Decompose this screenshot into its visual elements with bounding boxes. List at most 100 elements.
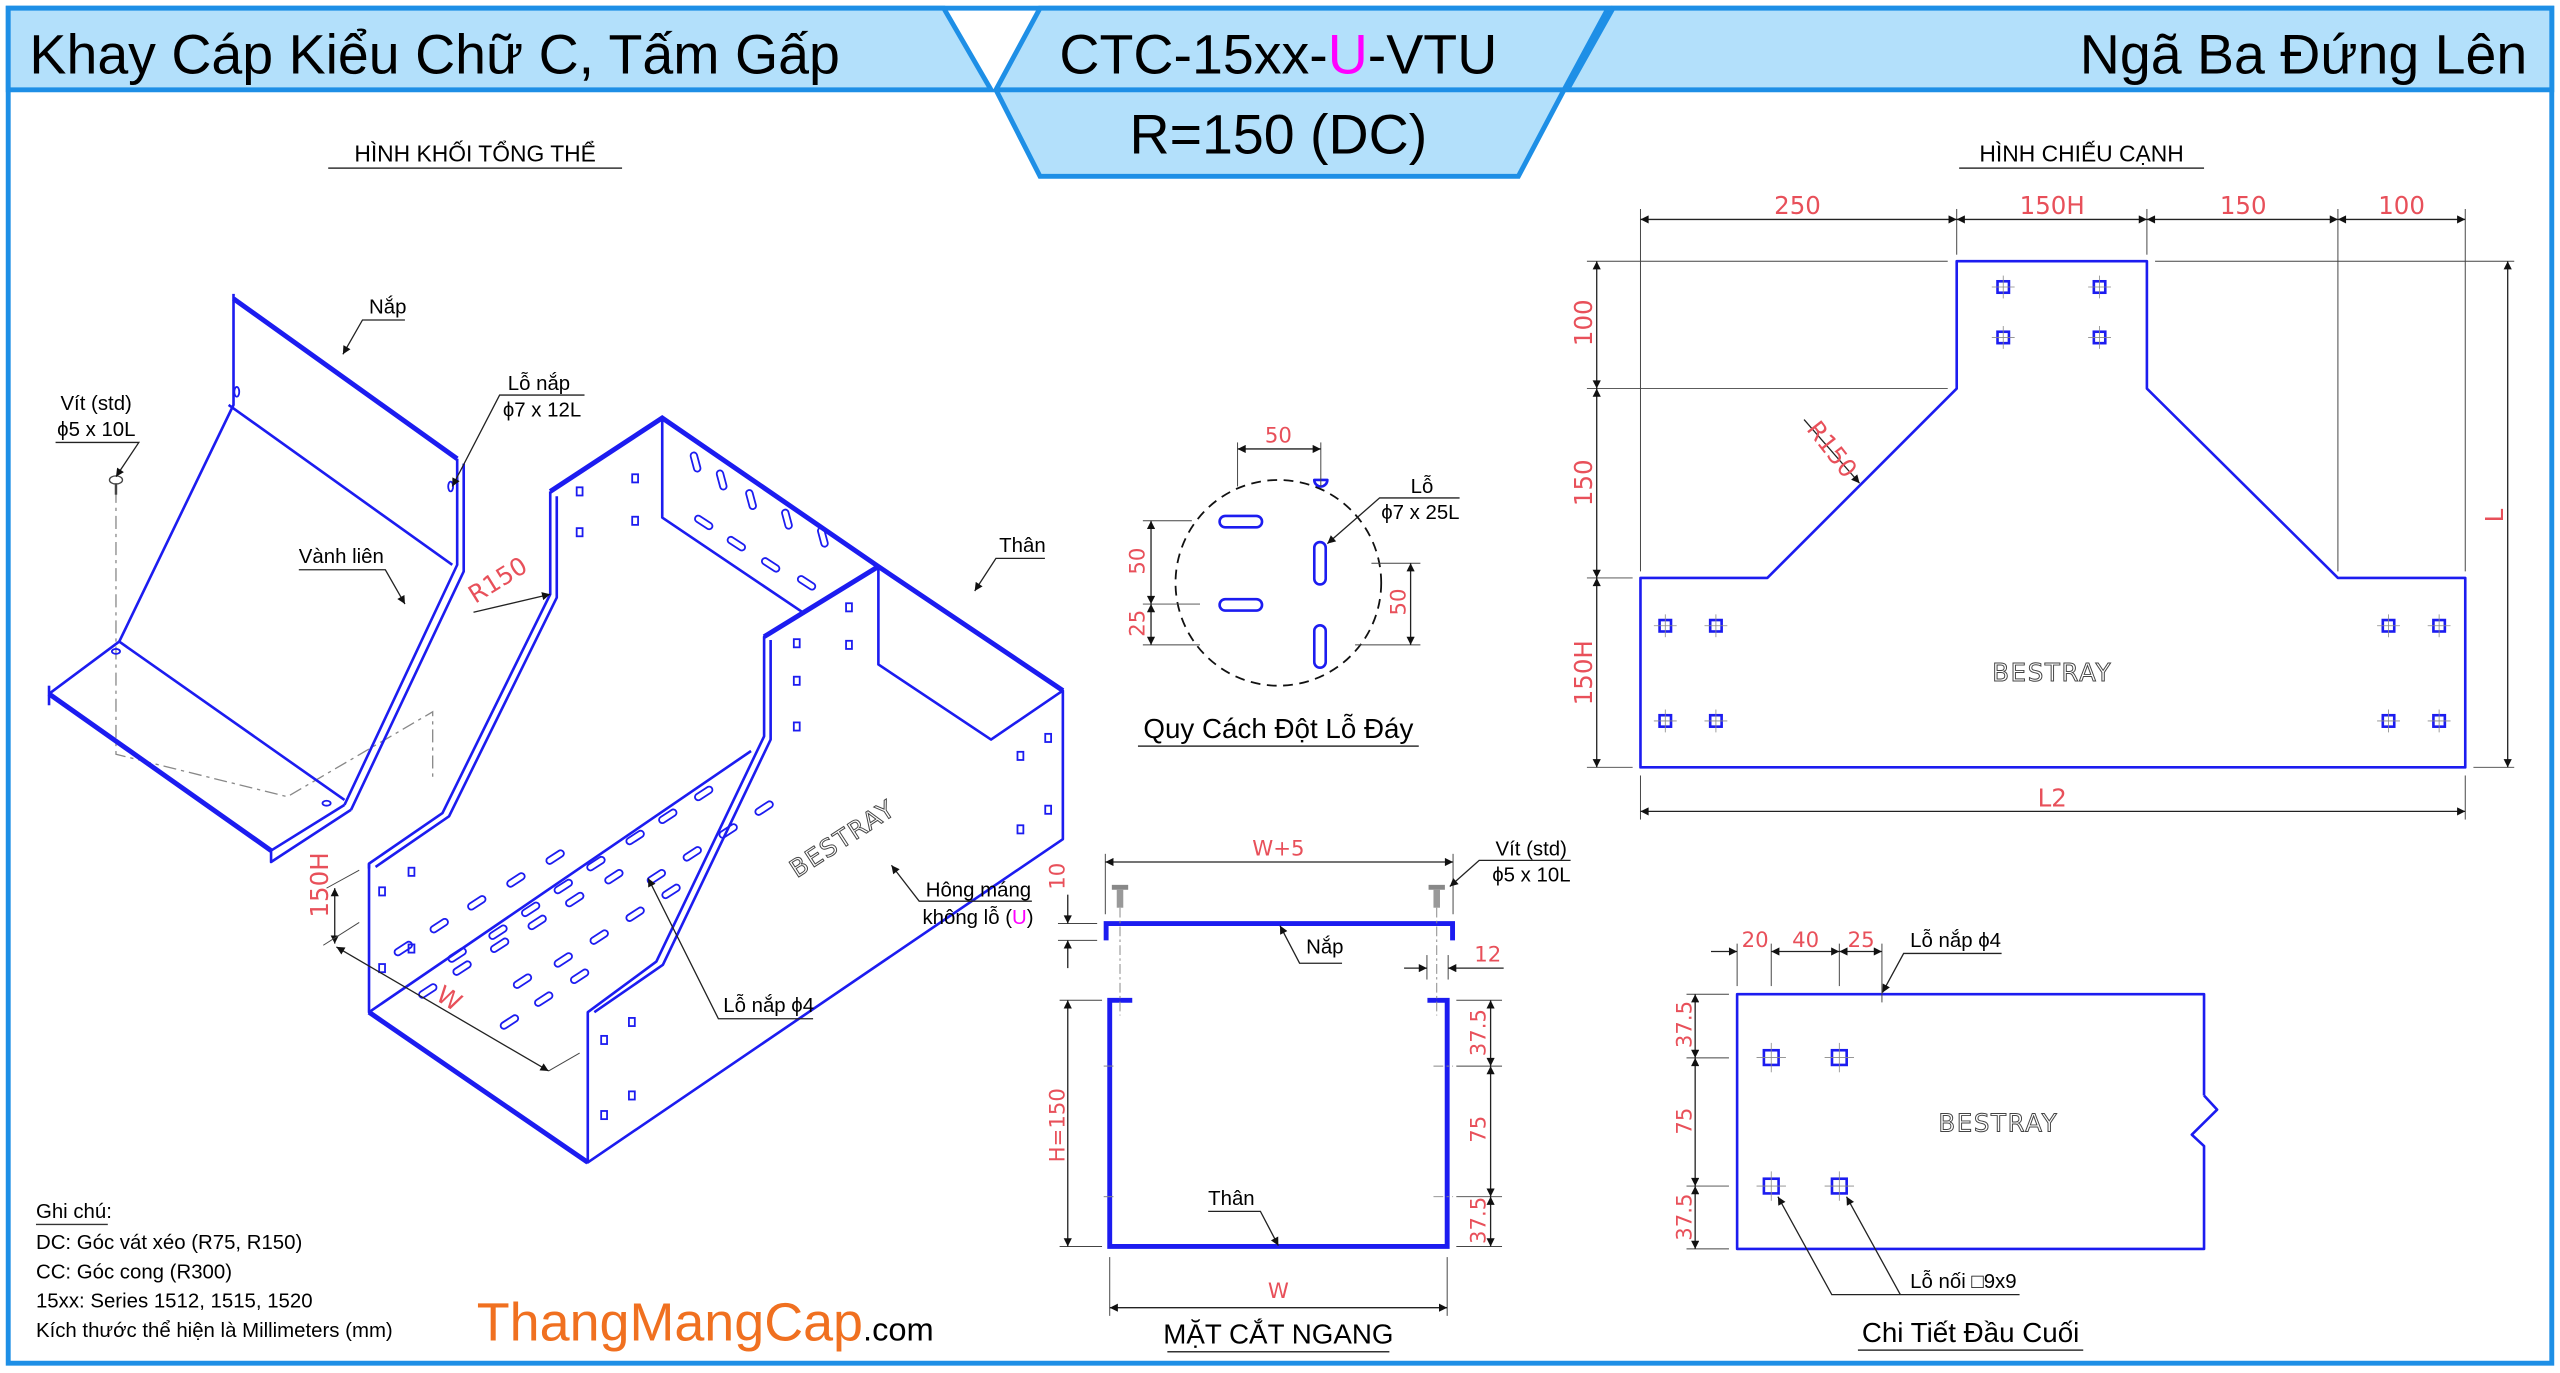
joint-hole bbox=[407, 866, 416, 877]
label-vit-1: Vít (std) bbox=[60, 393, 131, 415]
slot-hole bbox=[625, 906, 645, 922]
detail-circle bbox=[1174, 479, 1383, 687]
side-view: HÌNH CHIẾU CẠNH BESTRAY 250 150H 150 100… bbox=[1569, 141, 2515, 820]
slot-hole bbox=[715, 469, 728, 491]
dim-end-37-5-top: 37.5 bbox=[1672, 1001, 1697, 1048]
isometric-title: HÌNH KHỐI TỔNG THỂ bbox=[354, 141, 596, 167]
hole-pattern-view: 50 50 25 50 Lỗ ϕ7 x 25L Quy Cách Đột Lỗ … bbox=[1125, 423, 1460, 747]
slot-hole bbox=[817, 526, 829, 548]
label-vit-2: ϕ5 x 10L bbox=[57, 419, 135, 441]
title-left: Khay Cáp Kiểu Chữ C, Tấm Gấp bbox=[29, 23, 839, 85]
dim-h-150: H=150 bbox=[1045, 1088, 1070, 1162]
sheet-frame bbox=[5, 5, 2555, 1366]
slot-hole bbox=[569, 968, 590, 985]
side-view-title: HÌNH CHIẾU CẠNH bbox=[1979, 141, 2183, 167]
title-right: Ngã Ba Đứng Lên bbox=[2080, 23, 2528, 85]
dim-150-left: 150 bbox=[1569, 459, 1598, 506]
hole-pattern-title: Quy Cách Đột Lỗ Đáy bbox=[1143, 713, 1413, 744]
joint-hole bbox=[575, 486, 584, 497]
cover-part bbox=[47, 293, 466, 864]
end-detail-view: BESTRAY 20 40 25 37.5 75 37.5 Lỗ nắp ϕ4 … bbox=[1672, 928, 2219, 1351]
slot-hole bbox=[661, 883, 681, 900]
slot-hole bbox=[754, 800, 774, 816]
title-block: Khay Cáp Kiểu Chữ C, Tấm Gấp CTC-15xx-U-… bbox=[5, 5, 2555, 179]
slot-hole bbox=[796, 575, 817, 591]
slot-hole bbox=[429, 917, 449, 934]
subtitle-radius: R=150 (DC) bbox=[1130, 103, 1428, 165]
dim-100-left: 100 bbox=[1569, 299, 1598, 346]
end-detail-title: Chi Tiết Đầu Cuối bbox=[1862, 1317, 2079, 1348]
slot-hole bbox=[393, 940, 413, 957]
slot-hole bbox=[781, 508, 793, 530]
dim-20: 20 bbox=[1742, 928, 1769, 953]
dim-r150-side: R150 bbox=[1801, 415, 1863, 483]
dim-right-50: 50 bbox=[1387, 588, 1412, 615]
slot-hole bbox=[694, 785, 714, 802]
joint-hole bbox=[378, 886, 386, 897]
dim-end-75: 75 bbox=[1672, 1108, 1697, 1135]
slot-hole bbox=[589, 929, 609, 945]
brand-logo: ThangMangCap.com bbox=[477, 1292, 934, 1352]
slot-hole bbox=[534, 991, 554, 1007]
slot-hole bbox=[565, 891, 585, 908]
end-logo: BESTRAY bbox=[1938, 1108, 2058, 1137]
notes-block: Ghi chú: DC: Góc vát xéo (R75, R150) CC:… bbox=[36, 1201, 393, 1342]
header-right-band bbox=[1563, 5, 2555, 93]
label-vanh-lien: Vành liên bbox=[299, 546, 384, 568]
screw-left-icon bbox=[1111, 884, 1129, 908]
note-line: CC: Góc cong (R300) bbox=[36, 1261, 232, 1283]
label-nap: Nắp bbox=[369, 295, 406, 318]
cross-section-view: W+5 10 12 H=150 37.5 75 37.5 W Nắp Thân … bbox=[1045, 836, 1571, 1353]
dim-w: W bbox=[1268, 1279, 1289, 1304]
slot-hole bbox=[521, 901, 541, 918]
product-code: CTC-15xx-U-VTU bbox=[1059, 23, 1497, 85]
dim-left-25: 25 bbox=[1125, 610, 1150, 637]
slot-hole bbox=[682, 846, 702, 862]
cross-section-title: MẶT CẮT NGANG bbox=[1163, 1319, 1393, 1350]
joint-hole bbox=[628, 1090, 636, 1101]
joint-hole bbox=[1044, 732, 1053, 743]
label-lo-size: ϕ7 x 25L bbox=[1381, 502, 1459, 524]
label-than-section: Thân bbox=[1208, 1188, 1254, 1210]
slot-hole bbox=[506, 872, 526, 888]
label-vit-section-1: Vít (std) bbox=[1496, 838, 1567, 860]
label-vit-section-2: ϕ5 x 10L bbox=[1492, 865, 1570, 887]
dim-250: 250 bbox=[1774, 191, 1821, 220]
dim-10: 10 bbox=[1045, 863, 1070, 890]
note-line: Kích thước thể hiện là Millimeters (mm) bbox=[36, 1320, 393, 1342]
label-lo: Lỗ bbox=[1411, 475, 1434, 498]
slot-hole bbox=[452, 960, 472, 976]
joint-hole bbox=[600, 1110, 608, 1121]
dim-right-75: 75 bbox=[1467, 1116, 1492, 1143]
dim-150h-iso: 150H bbox=[305, 852, 334, 917]
slot-hole bbox=[694, 514, 714, 531]
body-part: BESTRAY bbox=[367, 414, 1065, 1165]
slot-hole bbox=[689, 451, 702, 473]
dim-25: 25 bbox=[1848, 928, 1875, 953]
slot-hole bbox=[646, 868, 666, 885]
slot-hole bbox=[512, 973, 533, 989]
header-left-band bbox=[5, 5, 996, 93]
slot-hole bbox=[553, 952, 573, 968]
dim-right-37-5-bottom: 37.5 bbox=[1467, 1197, 1492, 1244]
label-than: Thân bbox=[999, 535, 1045, 557]
slot-hole bbox=[745, 489, 757, 511]
slot-hole bbox=[658, 808, 678, 825]
joint-hole bbox=[1016, 824, 1025, 835]
joint-hole bbox=[792, 638, 801, 649]
joint-hole bbox=[1016, 750, 1025, 761]
label-lo-nap-1: Lỗ nắp bbox=[508, 372, 570, 395]
isometric-view: HÌNH KHỐI TỔNG THỂ bbox=[47, 141, 1065, 1165]
slot-hole bbox=[726, 535, 746, 552]
joint-hole bbox=[845, 639, 853, 650]
dim-150h-top: 150H bbox=[2020, 191, 2085, 220]
label-lo-nap-4: Lỗ nắp ϕ4 bbox=[723, 994, 814, 1017]
joint-hole bbox=[792, 675, 801, 686]
side-logo: BESTRAY bbox=[1992, 658, 2112, 687]
slot-hole bbox=[718, 823, 738, 839]
side-view-holes bbox=[1653, 275, 2451, 733]
label-khong-lo: không lỗ (U) bbox=[922, 906, 1033, 929]
label-lo-nap-2: ϕ7 x 12L bbox=[503, 399, 581, 421]
label-hong-mang: Hông máng bbox=[926, 879, 1031, 901]
